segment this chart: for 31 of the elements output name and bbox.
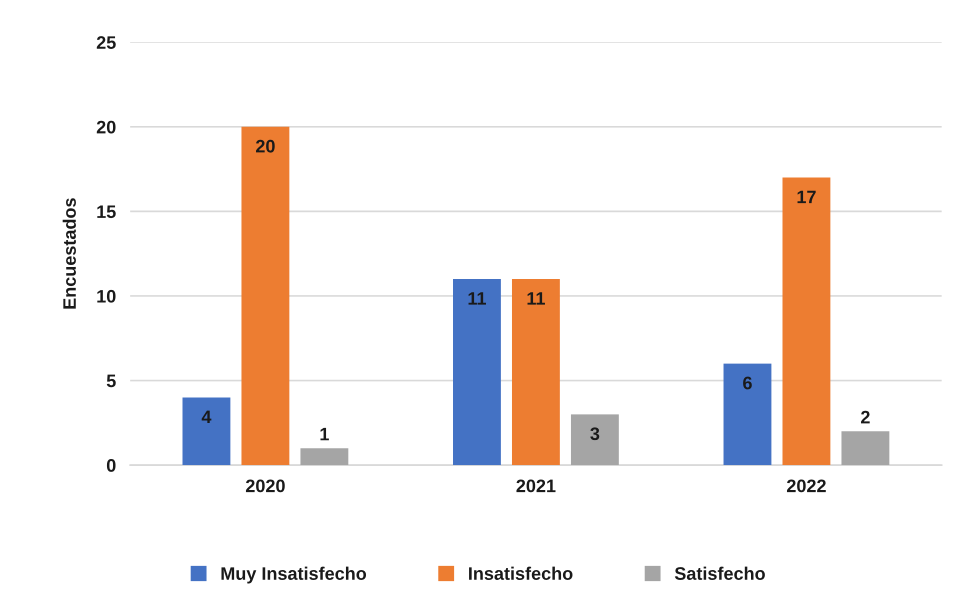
bar	[782, 178, 830, 466]
y-tick-label: 0	[106, 459, 116, 472]
legend-label: Insatisfecho	[469, 566, 573, 580]
y-tick-label: 5	[106, 374, 116, 388]
bar	[570, 414, 619, 466]
bar	[724, 364, 772, 466]
y-tick-label: 20	[96, 120, 116, 134]
bar	[241, 126, 290, 466]
bar	[300, 448, 348, 466]
legend-label: Muy Insatisfecho	[221, 566, 366, 584]
data-label: 3	[590, 427, 600, 440]
bar	[841, 431, 890, 466]
y-axis-title: Encuestados	[62, 198, 76, 309]
bar	[182, 397, 230, 466]
x-tick-label: 2020	[246, 479, 285, 492]
data-label: 6	[743, 376, 752, 390]
data-label: 11	[528, 292, 545, 305]
y-tick-label: 15	[97, 206, 116, 218]
data-label: 11	[468, 292, 486, 305]
bar	[453, 279, 501, 466]
legend-label: Satisfecho	[674, 566, 765, 580]
data-label: 2	[861, 410, 870, 424]
x-tick-label: 2022	[786, 479, 826, 492]
y-tick-label: 25	[96, 36, 116, 49]
data-label: 17	[798, 190, 816, 204]
data-label: 4	[202, 410, 212, 424]
data-label: 1	[320, 428, 329, 440]
x-tick-label: 2021	[516, 479, 556, 492]
y-tick-label: 10	[97, 290, 116, 303]
data-label: 20	[256, 140, 275, 153]
bar	[512, 279, 560, 466]
